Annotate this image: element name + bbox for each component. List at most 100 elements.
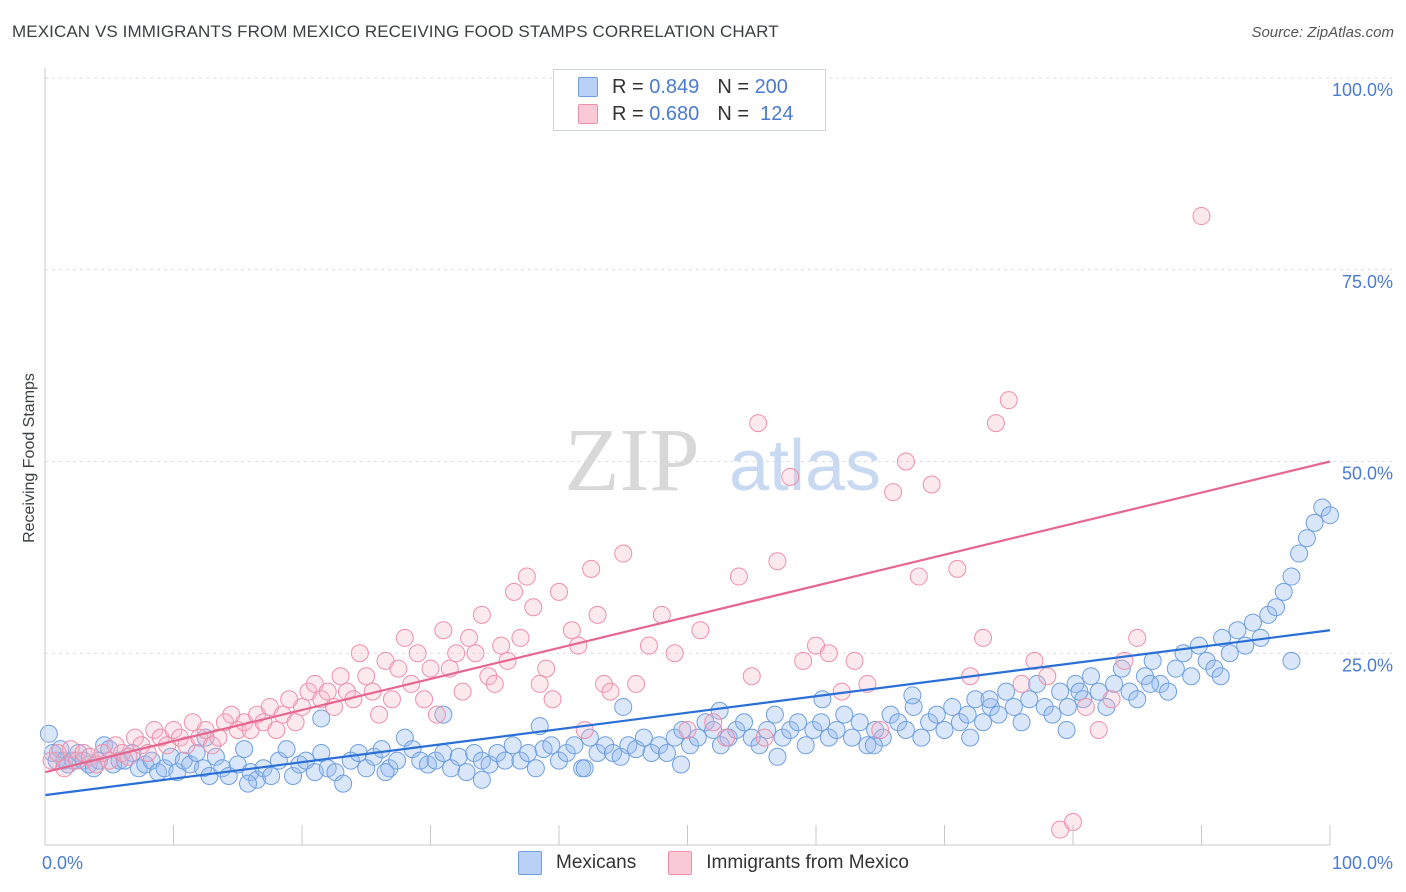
immigrants-point	[729, 567, 748, 586]
mexicans-point	[557, 743, 576, 762]
immigrants-point	[505, 582, 524, 601]
mexicans-point	[927, 705, 946, 724]
mexicans-point	[672, 755, 691, 774]
immigrants-point	[594, 674, 613, 693]
mexicans-point	[1313, 498, 1332, 517]
r-label: R =	[612, 75, 644, 98]
immigrants-point	[434, 621, 453, 640]
immigrants-point	[293, 697, 311, 716]
immigrants-point	[466, 644, 485, 663]
mexicans-point	[434, 705, 453, 724]
mexicans-point	[1243, 613, 1262, 632]
mexicans-point	[376, 763, 395, 782]
legend-label-immigrants: Immigrants from Mexico	[706, 852, 909, 873]
mexicans-point	[773, 728, 792, 747]
mexicans-point	[465, 743, 484, 762]
mexicans-point	[1166, 659, 1185, 678]
mexicans-point	[248, 770, 267, 789]
source-label: Source: ZipAtlas.com	[1251, 24, 1394, 41]
mexicans-point	[935, 720, 954, 739]
mexicans-point	[819, 728, 838, 747]
immigrants-point	[267, 720, 286, 739]
immigrants-point	[781, 467, 800, 486]
immigrants-point	[350, 644, 369, 663]
stats-row-immigrants: R = 0.680 N = 124	[578, 102, 794, 126]
immigrants-point	[871, 720, 890, 739]
immigrants-point	[794, 651, 813, 670]
mexicans-trend-line	[44, 629, 1331, 797]
mexicans-point	[835, 705, 854, 724]
mexicans-point	[789, 713, 808, 732]
immigrants-point	[427, 705, 446, 724]
mexicans-point	[1228, 621, 1247, 640]
mexicans-point	[813, 690, 832, 709]
mexicans-point	[673, 720, 692, 739]
immigrants-point	[485, 674, 504, 693]
mexicans-point	[997, 682, 1016, 701]
y-tick-label: 50.0%	[1342, 464, 1393, 484]
mexicans-point	[634, 728, 653, 747]
legend-item-immigrants: Immigrants from Mexico	[668, 851, 909, 875]
mexicans-point	[349, 743, 368, 762]
mexicans-point	[980, 690, 999, 709]
mexicans-point	[1004, 697, 1023, 716]
mexicans-point	[1297, 529, 1316, 548]
immigrants-point	[986, 414, 1005, 433]
mexicans-point	[781, 720, 800, 739]
mexicans-point	[1205, 659, 1224, 678]
immigrants-point	[845, 651, 864, 670]
mexicans-point	[1282, 567, 1301, 586]
y-tick-label: 75.0%	[1342, 272, 1393, 292]
mexicans-point	[1305, 513, 1324, 532]
mexicans-point	[742, 728, 761, 747]
series-legend: Mexicans Immigrants from Mexico	[518, 851, 941, 875]
gridlines	[45, 77, 1395, 654]
immigrants-point	[717, 728, 736, 747]
immigrants-point	[742, 667, 761, 686]
legend-swatch-mexicans	[518, 851, 542, 875]
mexicans-point	[187, 743, 206, 762]
immigrants-point	[145, 720, 164, 739]
mexicans-point	[1151, 674, 1170, 693]
immigrants-point	[1102, 690, 1121, 709]
mexicans-point	[1128, 690, 1147, 709]
tick-labels: 100.0% 75.0% 50.0% 25.0% 0.0% 100.0%	[42, 80, 1393, 873]
mexicans-point	[1105, 674, 1124, 693]
mexicans-point	[842, 728, 861, 747]
mexicans-points	[39, 498, 1339, 793]
axes	[44, 68, 1331, 846]
immigrants-point	[408, 644, 427, 663]
mexicans-point	[681, 736, 700, 755]
immigrants-point	[415, 690, 434, 709]
mexicans-point	[765, 705, 784, 724]
mexicans-point	[1213, 628, 1232, 647]
immigrants-point	[530, 674, 549, 693]
mexicans-point	[239, 774, 258, 793]
immigrants-point	[1076, 697, 1095, 716]
immigrants-point	[678, 720, 697, 739]
mexicans-point	[727, 720, 746, 739]
immigrants-point	[562, 621, 581, 640]
mexicans-point	[1159, 682, 1178, 701]
mexicans-point	[961, 728, 980, 747]
mexicans-point	[1043, 705, 1062, 724]
mexicans-point	[881, 705, 900, 724]
mexicans-point	[981, 697, 1000, 716]
mexicans-point	[1182, 667, 1201, 686]
mexicans-point	[650, 736, 669, 755]
immigrants-point	[550, 582, 568, 601]
mexicans-point	[710, 701, 729, 720]
mexicans-point	[920, 713, 939, 732]
immigrants-point	[974, 628, 993, 647]
legend-swatch-immigrants	[668, 851, 693, 875]
x-tick-label: 100.0%	[1332, 853, 1393, 873]
mexicans-point	[1058, 697, 1077, 716]
mexicans-point	[1197, 651, 1216, 670]
mexicans-point	[903, 686, 922, 705]
immigrants-point	[318, 682, 337, 701]
immigrants-point	[1025, 651, 1044, 670]
immigrants-point	[453, 682, 472, 701]
immigrants-point	[639, 636, 658, 655]
mexicans-point	[812, 713, 831, 732]
